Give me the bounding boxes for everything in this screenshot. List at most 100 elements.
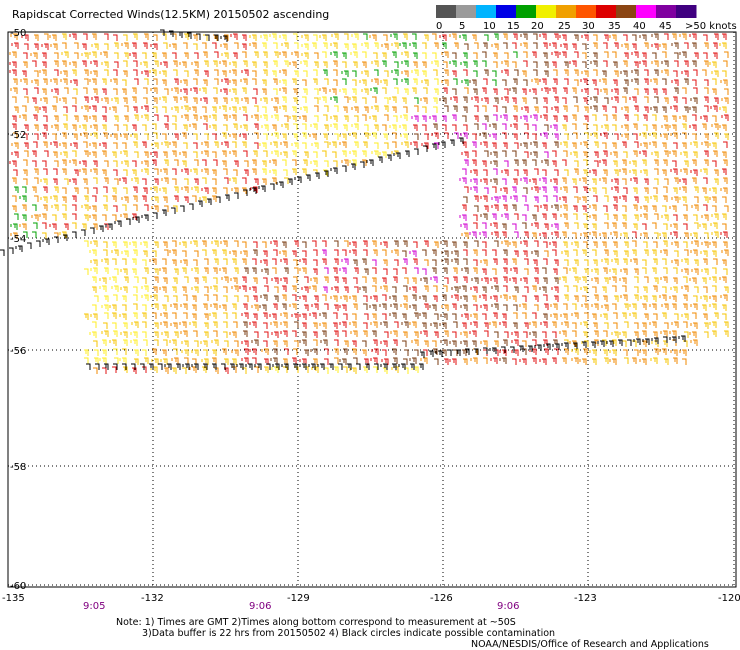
- wind-barb: [149, 363, 154, 370]
- wind-barb: [489, 123, 497, 130]
- wind-barb: [324, 124, 329, 131]
- wind-barb: [713, 52, 718, 59]
- wind-barb: [394, 87, 399, 94]
- wind-barb: [590, 132, 598, 139]
- wind-barb: [411, 115, 419, 122]
- wind-barb: [662, 312, 667, 319]
- lon-tick-label: -129: [287, 593, 310, 604]
- wind-barb: [380, 340, 388, 347]
- wind-barb: [154, 322, 159, 329]
- wind-barb: [223, 258, 228, 265]
- wind-barb: [192, 358, 197, 365]
- wind-barb: [709, 61, 717, 68]
- wind-barb: [712, 115, 717, 122]
- wind-barb: [114, 220, 122, 227]
- wind-barb: [673, 70, 678, 77]
- wind-barb: [604, 322, 609, 329]
- wind-barb: [483, 78, 488, 85]
- wind-barb: [551, 286, 559, 293]
- wind-barb: [582, 205, 587, 212]
- wind-barb: [373, 339, 378, 346]
- wind-barb: [274, 51, 279, 58]
- wind-barb: [654, 178, 659, 185]
- wind-barb: [254, 331, 259, 338]
- wind-barb: [123, 366, 128, 373]
- wind-barb: [9, 160, 17, 167]
- wind-barb: [463, 196, 468, 203]
- wind-barb: [422, 249, 427, 256]
- wind-barb: [383, 34, 388, 41]
- wind-barb: [489, 347, 497, 354]
- wind-barb: [702, 277, 707, 284]
- wind-barb: [254, 51, 259, 58]
- wind-barb: [640, 213, 648, 220]
- wind-barb: [314, 52, 319, 59]
- wind-barb: [292, 150, 297, 157]
- wind-barb: [9, 69, 17, 76]
- wind-barb: [304, 349, 309, 356]
- wind-barb: [522, 159, 527, 166]
- wind-barb: [690, 249, 698, 256]
- wind-barb: [583, 123, 588, 130]
- wind-barb: [534, 304, 539, 311]
- wind-barb: [473, 259, 478, 266]
- wind-barb: [704, 150, 709, 157]
- wind-barb: [423, 349, 428, 356]
- wind-barb: [369, 304, 377, 311]
- wind-barb: [611, 331, 619, 338]
- wind-barb: [162, 209, 167, 216]
- wind-barb: [622, 340, 627, 347]
- wind-barb: [194, 159, 199, 166]
- wind-barb: [422, 115, 427, 122]
- wind-barb: [583, 151, 588, 158]
- wind-barb: [279, 87, 287, 94]
- wind-barb: [299, 115, 307, 122]
- wind-barb: [151, 303, 159, 310]
- wind-barb: [440, 339, 448, 346]
- wind-barb: [502, 123, 507, 130]
- wind-barb: [172, 115, 177, 122]
- wind-barb: [63, 106, 68, 113]
- wind-barb: [661, 60, 669, 67]
- wind-barb: [589, 187, 597, 194]
- wind-barb: [123, 241, 128, 248]
- wind-barb: [359, 79, 367, 86]
- wind-barb: [330, 96, 338, 103]
- wind-barb: [532, 285, 537, 292]
- wind-barb: [342, 330, 347, 337]
- wind-barb: [371, 78, 379, 85]
- wind-barb: [50, 43, 58, 50]
- wind-barb: [573, 342, 578, 349]
- wind-barb: [314, 88, 319, 95]
- wind-barb: [180, 330, 188, 337]
- legend-label: 15: [507, 21, 520, 32]
- wind-barb: [614, 70, 619, 77]
- wind-barb: [589, 231, 597, 238]
- wind-barb: [680, 151, 688, 158]
- wind-barb: [84, 214, 89, 221]
- wind-barb: [83, 33, 88, 40]
- wind-barb: [520, 115, 528, 122]
- wind-barb: [712, 330, 717, 337]
- wind-barb: [642, 330, 647, 337]
- wind-barb: [529, 88, 537, 95]
- wind-barb: [322, 150, 327, 157]
- wind-barb: [262, 88, 267, 95]
- wind-barb: [194, 52, 199, 59]
- wind-barb: [462, 322, 467, 329]
- wind-barb: [153, 106, 158, 113]
- wind-barb: [461, 313, 469, 320]
- wind-barb: [673, 357, 678, 364]
- wind-barb: [302, 142, 307, 149]
- wind-barb: [593, 34, 598, 41]
- wind-barb: [651, 33, 659, 40]
- wind-barb: [692, 177, 697, 184]
- wind-barb: [399, 124, 407, 131]
- wind-barb: [633, 133, 638, 140]
- wind-barb: [159, 187, 167, 194]
- wind-barb: [51, 204, 59, 211]
- wind-barb: [141, 160, 149, 167]
- wind-barb: [623, 349, 628, 356]
- wind-barb: [151, 205, 159, 212]
- wind-barb: [205, 34, 210, 41]
